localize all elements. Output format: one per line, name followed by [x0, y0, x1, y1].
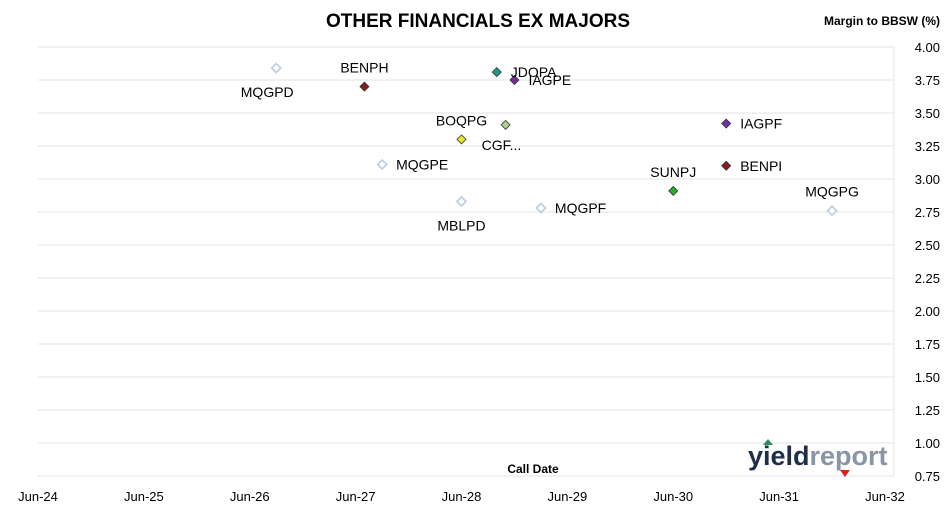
data-label: MBLPD: [437, 217, 485, 233]
data-label: BOQPG: [436, 112, 487, 128]
x-tick-label: Jun-31: [759, 489, 799, 504]
x-axis-ticks: Jun-24 Jun-25 Jun-26 Jun-27 Jun-28 Jun-29 Jun-…: [18, 489, 905, 504]
data-label: CGF...: [482, 137, 522, 153]
x-tick-label: Jun-25: [124, 489, 164, 504]
x-tick-label: Jun-30: [653, 489, 693, 504]
point-cgf: [500, 119, 511, 130]
y-tick-label: 2.50: [915, 238, 940, 253]
data-label: BENPH: [340, 60, 388, 76]
point-mqgpd: [270, 62, 282, 74]
point-iagpf: [721, 118, 732, 129]
data-points: [270, 62, 838, 217]
data-label: MQGPD: [241, 84, 294, 100]
chart-title: OTHER FINANCIALS EX MAJORS: [326, 11, 630, 32]
y-tick-label: 1.25: [915, 403, 940, 418]
point-mqgpg: [826, 205, 838, 217]
yieldreport-logo: yieldreport: [748, 439, 888, 477]
point-sunpj: [668, 185, 679, 196]
y-tick-label: 2.75: [915, 205, 940, 220]
y-tick-label: 3.50: [915, 106, 940, 121]
x-tick-label: Jun-26: [230, 489, 270, 504]
data-label: SUNPJ: [650, 164, 696, 180]
point-benpi: [721, 160, 732, 171]
point-mqgpf: [535, 202, 547, 214]
y-tick-label: 3.75: [915, 73, 940, 88]
y-tick-label: 1.75: [915, 337, 940, 352]
x-tick-label: Jun-27: [336, 489, 376, 504]
data-label: IAGPF: [740, 116, 782, 132]
point-benph: [359, 81, 370, 92]
gridlines: [38, 46, 895, 477]
x-tick-label: Jun-28: [442, 489, 482, 504]
y-tick-label: 1.00: [915, 436, 940, 451]
data-label: MQGPE: [396, 156, 448, 172]
point-boqpg: [456, 134, 467, 145]
x-axis-label: Call Date: [507, 462, 559, 476]
point-jdopa: [491, 67, 502, 78]
x-tick-label: Jun-32: [865, 489, 905, 504]
data-label: MQGPG: [805, 184, 859, 200]
y-tick-label: 4.00: [915, 40, 940, 55]
data-label: JDOPA: [511, 64, 557, 80]
point-mqgpe: [376, 158, 388, 171]
logo-up-arrow-icon: [763, 439, 773, 445]
y-tick-label: 3.00: [915, 172, 940, 187]
y-tick-label: 1.50: [915, 370, 940, 385]
data-label: MQGPF: [555, 200, 606, 216]
x-tick-label: Jun-24: [18, 489, 58, 504]
data-label: BENPI: [740, 158, 782, 174]
y-tick-label: 3.25: [915, 139, 940, 154]
logo-yield-text: yield: [748, 441, 810, 471]
y-tick-label: 2.25: [915, 271, 940, 286]
y-axis-label: Margin to BBSW (%): [824, 14, 940, 28]
point-mblpd: [455, 195, 468, 208]
logo-report-text: report: [810, 441, 888, 471]
data-label: IAGPE: [528, 72, 571, 88]
y-axis-ticks: 4.00 3.75 3.50 3.25 3.00 2.75 2.50 2.25 2.00 1.75…: [915, 40, 940, 484]
logo-down-arrow-icon: [840, 470, 850, 477]
svg-text:yieldreport: yieldreport: [748, 441, 888, 471]
x-tick-label: Jun-29: [548, 489, 588, 504]
y-tick-label: 2.00: [915, 304, 940, 319]
point-iagpe: [509, 74, 520, 86]
y-tick-label: 0.75: [915, 469, 940, 484]
